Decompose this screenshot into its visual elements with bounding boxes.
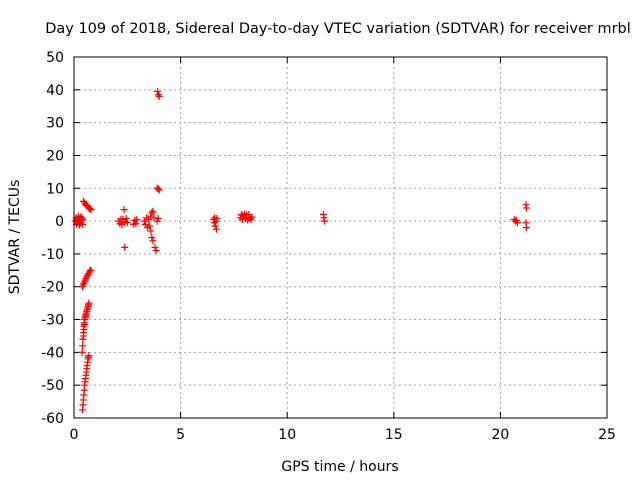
y-tick-label: 30 [46, 116, 64, 132]
data-point [146, 222, 154, 230]
data-point [87, 206, 95, 214]
data-point [133, 215, 141, 223]
data-point [87, 266, 95, 274]
data-point [155, 92, 163, 100]
data-point [152, 247, 160, 255]
y-tick-label: -40 [41, 345, 64, 361]
x-tick-label: 10 [278, 427, 296, 443]
data-point [148, 209, 156, 217]
data-point [154, 214, 162, 222]
data-points [71, 87, 530, 414]
data-point [154, 87, 162, 95]
y-tick-label: -60 [41, 411, 64, 427]
data-point [150, 214, 158, 222]
data-point [149, 207, 157, 215]
x-tick-label: 15 [385, 427, 403, 443]
data-point [85, 299, 93, 307]
axis-ticks: 0 5 10 15 20 25 -60 -50 -40 -30 -20 -10 0 10 20 30 40 50 [41, 50, 616, 443]
data-point [83, 273, 91, 281]
data-point [121, 243, 129, 251]
data-point [245, 214, 253, 222]
data-point [122, 214, 130, 222]
data-point [320, 214, 328, 222]
data-point [80, 320, 88, 328]
data-point [85, 352, 93, 360]
x-tick-label: 20 [491, 427, 509, 443]
data-point [149, 237, 157, 245]
data-point [81, 278, 89, 286]
data-point [148, 234, 156, 241]
data-point [79, 215, 87, 223]
data-point [84, 271, 92, 279]
y-tick-label: 10 [46, 181, 64, 197]
data-point [123, 219, 131, 227]
data-point [155, 186, 163, 194]
data-point [321, 217, 329, 225]
grid [74, 57, 607, 418]
data-point [81, 276, 89, 284]
data-point [80, 332, 88, 340]
y-tick-label: 0 [55, 214, 64, 230]
plot-frame [73, 56, 608, 419]
y-tick-label: 20 [46, 148, 64, 164]
data-point [522, 224, 530, 232]
x-tick-label: 5 [176, 427, 185, 443]
data-point [79, 335, 87, 343]
y-axis-label: SDTVAR / TECUs [7, 180, 23, 295]
data-point [522, 204, 530, 212]
y-tick-label: -20 [41, 280, 64, 296]
data-point [80, 279, 88, 287]
data-point [213, 214, 221, 222]
data-point [82, 275, 90, 283]
data-point [132, 220, 140, 228]
data-point [79, 283, 87, 291]
x-tick-label: 25 [598, 427, 616, 443]
data-point [147, 212, 155, 220]
data-point [85, 268, 93, 276]
data-point [79, 281, 87, 289]
data-point [238, 211, 246, 219]
y-tick-label: 40 [46, 83, 64, 99]
data-point [78, 214, 86, 222]
data-point [77, 219, 85, 227]
data-point [212, 225, 220, 233]
chart-title: Day 109 of 2018, Sidereal Day-to-day VTE… [45, 21, 631, 37]
y-tick-label: -30 [41, 313, 64, 329]
data-point [242, 213, 250, 221]
x-tick-label: 0 [70, 427, 79, 443]
data-point [120, 206, 128, 214]
data-point [86, 205, 94, 213]
data-point [78, 348, 86, 356]
data-point [154, 185, 162, 193]
data-point [79, 342, 87, 350]
x-axis-label: GPS time / hours [281, 459, 398, 475]
data-point [151, 243, 159, 251]
data-point [513, 219, 521, 227]
y-tick-label: -50 [41, 378, 64, 394]
data-point [154, 91, 162, 99]
y-tick-label: 50 [46, 50, 64, 66]
data-point [211, 222, 219, 230]
y-tick-label: -10 [41, 247, 64, 263]
data-point [147, 227, 155, 235]
